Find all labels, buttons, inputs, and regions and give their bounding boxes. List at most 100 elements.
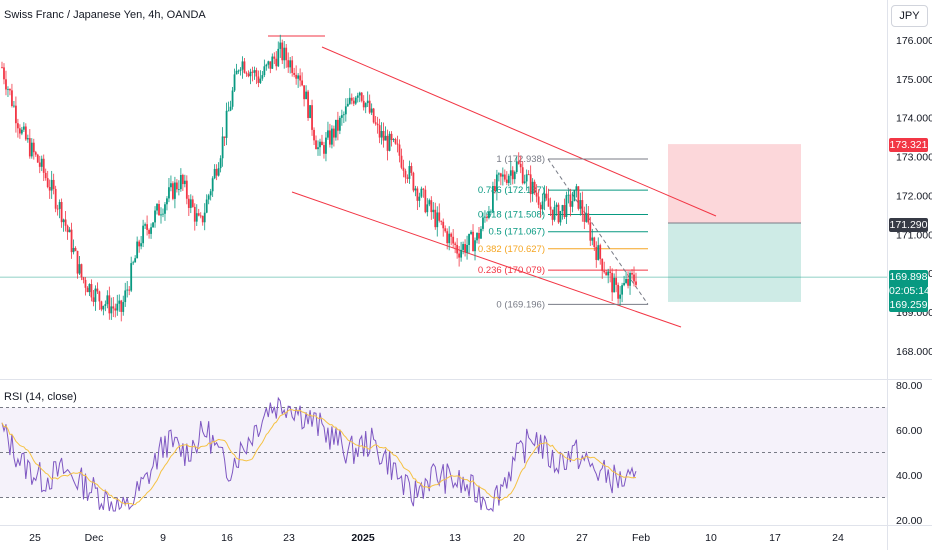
fib-label-3: 0.5 (171.067) [488, 227, 545, 238]
fib-label-6: 0 (169.196) [496, 299, 545, 310]
candle [527, 170, 530, 176]
candle [519, 155, 522, 174]
candle [507, 173, 510, 187]
candle [148, 228, 150, 239]
target-zone [668, 144, 801, 224]
candle [98, 290, 101, 310]
candle [579, 192, 582, 216]
candle [233, 68, 236, 92]
candle [635, 272, 637, 288]
candle [567, 189, 570, 204]
stop-zone [668, 223, 801, 302]
candle [239, 67, 242, 76]
currency-button[interactable]: JPY [891, 5, 928, 27]
candle [80, 263, 83, 281]
candle [90, 279, 93, 302]
price-tick-8: 176.000 [896, 35, 932, 47]
candle [398, 139, 401, 163]
candle [162, 208, 164, 218]
candle [211, 176, 214, 197]
candle [120, 299, 123, 322]
candle [193, 203, 196, 231]
candle [352, 97, 355, 107]
candle [476, 232, 478, 244]
price-tick-3: 171.000 [896, 229, 932, 241]
candle [102, 305, 105, 316]
candle [259, 70, 262, 84]
candle [517, 152, 520, 165]
candle [62, 218, 65, 232]
candle [44, 168, 47, 181]
candle [215, 164, 218, 181]
candle [547, 188, 550, 207]
candle [150, 223, 152, 239]
fib-label-2: 0.618 (171.508) [478, 210, 545, 221]
candle [454, 241, 457, 254]
candle [136, 236, 139, 259]
candle [430, 196, 433, 220]
candle [366, 91, 369, 107]
candle [60, 198, 63, 228]
candle [360, 91, 363, 103]
candle [499, 172, 502, 186]
candle [633, 266, 635, 287]
candle [493, 179, 496, 194]
candle [221, 127, 224, 167]
candle [589, 216, 592, 246]
candle [56, 204, 59, 216]
candle [422, 187, 425, 198]
candle [205, 194, 208, 214]
candle [593, 236, 596, 252]
candle [497, 172, 500, 182]
candle [229, 100, 232, 112]
candle [331, 125, 333, 149]
rsi-title: RSI (14, close) [4, 391, 77, 403]
candle [275, 51, 278, 71]
last-price-tag: 169.898 02:05:14 169.259 [889, 270, 930, 312]
candle [164, 202, 166, 221]
candle [414, 185, 417, 197]
candle [555, 202, 558, 216]
candle [48, 179, 51, 199]
candle [329, 123, 331, 148]
candle [3, 63, 5, 85]
candle [92, 290, 95, 307]
candle [138, 239, 141, 253]
time-label-0: 25 [29, 532, 41, 544]
candle [456, 238, 459, 259]
price-tick-7: 175.000 [896, 74, 932, 86]
candle [291, 55, 294, 77]
candle [601, 258, 604, 279]
candle [235, 63, 238, 75]
candle [533, 179, 536, 195]
rsi-tick-1: 40.00 [896, 470, 922, 482]
candle [74, 246, 77, 252]
candle [249, 68, 252, 85]
candle [140, 236, 143, 250]
candle [38, 155, 41, 174]
candle [615, 269, 618, 293]
candle [263, 59, 266, 78]
fib-trend-line [547, 158, 649, 305]
candle [525, 169, 528, 191]
candle [66, 224, 69, 240]
candle [7, 86, 9, 98]
candle [245, 71, 248, 77]
candle [134, 255, 137, 263]
candle [597, 237, 600, 261]
candle [362, 95, 365, 111]
candle [243, 57, 246, 74]
candle [281, 39, 284, 65]
candle [64, 211, 67, 232]
candle [86, 286, 89, 293]
candle [434, 202, 437, 230]
candle [181, 173, 184, 191]
candle [132, 260, 135, 266]
candle [303, 85, 305, 107]
candle [225, 102, 228, 146]
candle [591, 228, 594, 246]
candle [108, 286, 111, 320]
rsi-tick-0: 20.00 [896, 515, 922, 527]
candle [396, 135, 399, 153]
